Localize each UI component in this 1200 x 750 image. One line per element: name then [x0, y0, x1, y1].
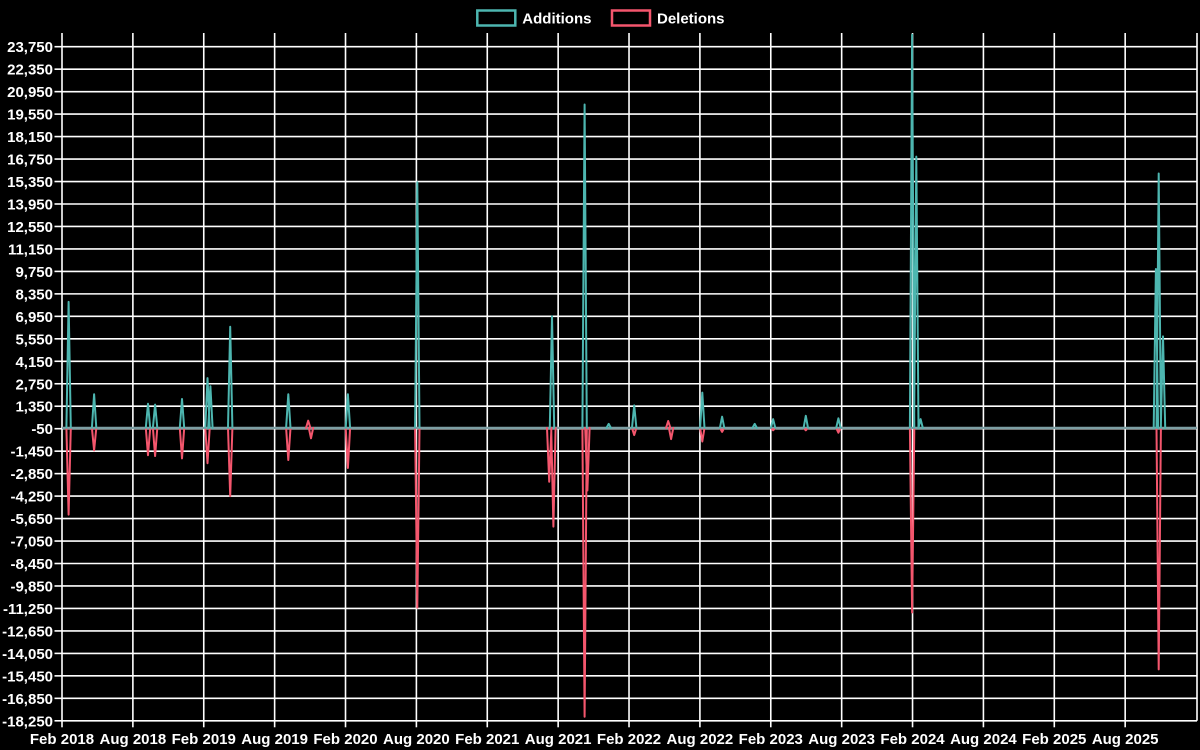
- y-tick-label: -4,250: [10, 489, 53, 506]
- y-tick-label: -12,650: [2, 623, 53, 640]
- x-tick-label: Feb 2022: [597, 731, 661, 748]
- y-tick-label: -2,850: [10, 466, 53, 483]
- y-tick-label: 20,950: [7, 84, 53, 101]
- y-tick-label: 13,950: [7, 196, 53, 213]
- legend-label: Additions: [522, 11, 591, 28]
- legend-item-deletions[interactable]: Deletions: [610, 9, 725, 28]
- y-tick-label: -11,250: [3, 601, 53, 618]
- y-tick-label: 11,150: [8, 241, 53, 258]
- x-tick-label: Aug 2025: [1092, 731, 1159, 748]
- x-tick-label: Feb 2024: [880, 731, 945, 748]
- x-tick-label: Aug 2020: [383, 731, 450, 748]
- x-tick-label: Feb 2020: [313, 731, 377, 748]
- legend-swatch-additions: [476, 9, 517, 27]
- y-tick-label: 23,750: [7, 39, 53, 56]
- y-tick-label: -8,450: [10, 556, 53, 573]
- y-tick-label: 6,950: [15, 309, 53, 326]
- legend-swatch-deletions: [610, 9, 652, 27]
- x-tick-label: Aug 2018: [100, 731, 167, 748]
- horizontal-gridlines: [62, 45, 1197, 722]
- series-line-deletions: [65, 419, 1162, 718]
- x-tick-label: Aug 2023: [808, 731, 875, 748]
- y-tick-label: -16,850: [2, 691, 53, 708]
- y-tick-label: -14,050: [2, 646, 53, 663]
- y-axis-labels: 23,750 22,350 20,950 19,550 18,150 16,750 15,3…: [2, 39, 53, 730]
- series-line-additions: [65, 33, 1167, 429]
- x-tick-label: Feb 2023: [739, 731, 803, 748]
- y-tick-label: -1,450: [10, 444, 53, 461]
- x-tick-label: Aug 2021: [525, 731, 592, 748]
- x-tick-label: Feb 2018: [30, 731, 94, 748]
- x-tick-label: Feb 2021: [455, 731, 519, 748]
- legend-label: Deletions: [657, 11, 725, 28]
- y-tick-label: -7,050: [10, 534, 53, 551]
- x-tick-label: Aug 2022: [667, 731, 734, 748]
- y-tick-label: 19,550: [7, 107, 53, 124]
- y-tick-label: -9,850: [10, 578, 53, 595]
- data-series: [65, 33, 1167, 718]
- x-tick-label: Feb 2025: [1022, 731, 1086, 748]
- y-tick-label: 9,750: [15, 264, 53, 281]
- y-tick-label: 2,750: [15, 376, 53, 393]
- x-axis-labels: Feb 2018 Aug 2018 Feb 2019 Aug 2019 Feb 2020…: [30, 731, 1159, 748]
- y-tick-label: -50: [31, 421, 53, 438]
- x-tick-label: Feb 2019: [172, 731, 236, 748]
- y-tick-label: -18,250: [2, 713, 53, 730]
- y-tick-label: 22,350: [7, 62, 53, 79]
- x-tick-label: Aug 2019: [241, 731, 308, 748]
- y-tick-label: 1,350: [15, 399, 53, 416]
- y-tick-label: 16,750: [7, 152, 53, 169]
- y-tick-label: -5,650: [10, 511, 53, 528]
- y-tick-label: -15,450: [2, 668, 53, 685]
- chart-legend: Additions Deletions: [476, 9, 725, 28]
- axis-ticks: [54, 45, 1126, 728]
- legend-item-additions[interactable]: Additions: [476, 9, 591, 28]
- y-tick-label: 4,150: [15, 354, 53, 371]
- y-tick-label: 8,350: [15, 286, 53, 303]
- y-tick-label: 5,550: [15, 331, 53, 348]
- x-tick-label: Aug 2024: [950, 731, 1017, 748]
- y-tick-label: 18,150: [7, 129, 53, 146]
- y-tick-label: 15,350: [7, 174, 53, 191]
- y-tick-label: 12,550: [7, 219, 53, 236]
